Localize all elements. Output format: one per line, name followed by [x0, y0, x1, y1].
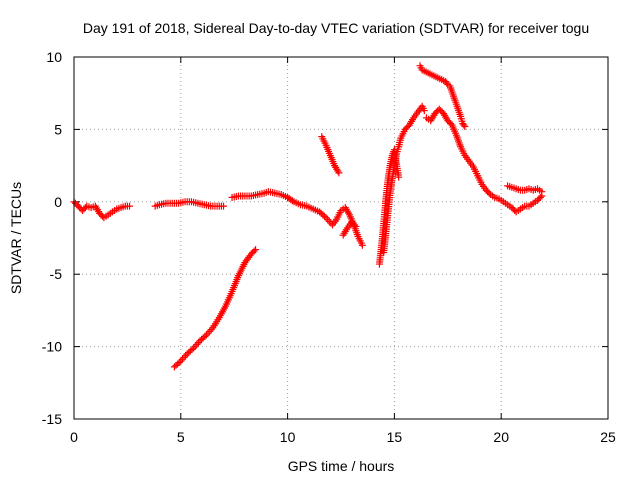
data-point [335, 169, 343, 177]
y-tick-label: 10 [46, 49, 62, 65]
data-point [320, 212, 328, 220]
data-point [420, 107, 428, 115]
x-tick-label: 5 [177, 429, 185, 445]
x-tick-label: 0 [70, 429, 78, 445]
data-point [536, 193, 544, 201]
x-tick-label: 10 [280, 429, 296, 445]
data-points [70, 62, 546, 371]
x-tick-label: 20 [493, 429, 509, 445]
data-point [351, 221, 359, 229]
grid-lines [74, 57, 608, 419]
data-point [252, 246, 260, 254]
tick-labels: 0 5 10 15 20 25 -15 -10 -5 0 5 10 [42, 49, 616, 445]
data-point [395, 173, 403, 181]
data-point [175, 359, 183, 367]
y-tick-label: 5 [54, 121, 62, 137]
data-point [188, 345, 196, 353]
y-tick-label: -15 [42, 411, 62, 427]
plot-frame [73, 56, 609, 420]
data-point [288, 197, 296, 205]
x-axis-label: GPS time / hours [288, 458, 395, 474]
x-tick-label: 15 [387, 429, 403, 445]
y-tick-label: -5 [50, 266, 63, 282]
data-point [201, 332, 209, 340]
data-point [461, 123, 469, 131]
data-point [250, 247, 258, 255]
data-point [485, 189, 493, 197]
y-tick-label: -10 [42, 339, 62, 355]
x-tick-label: 25 [600, 429, 616, 445]
data-point [538, 188, 546, 196]
y-tick-label: 0 [54, 194, 62, 210]
chart-title: Day 191 of 2018, Sidereal Day-to-day VTE… [83, 20, 589, 36]
data-point [358, 241, 366, 249]
data-point [460, 121, 468, 129]
data-point [352, 222, 360, 230]
y-axis-label: SDTVAR / TECUs [8, 182, 24, 294]
data-point [126, 202, 134, 210]
data-point [220, 202, 228, 210]
